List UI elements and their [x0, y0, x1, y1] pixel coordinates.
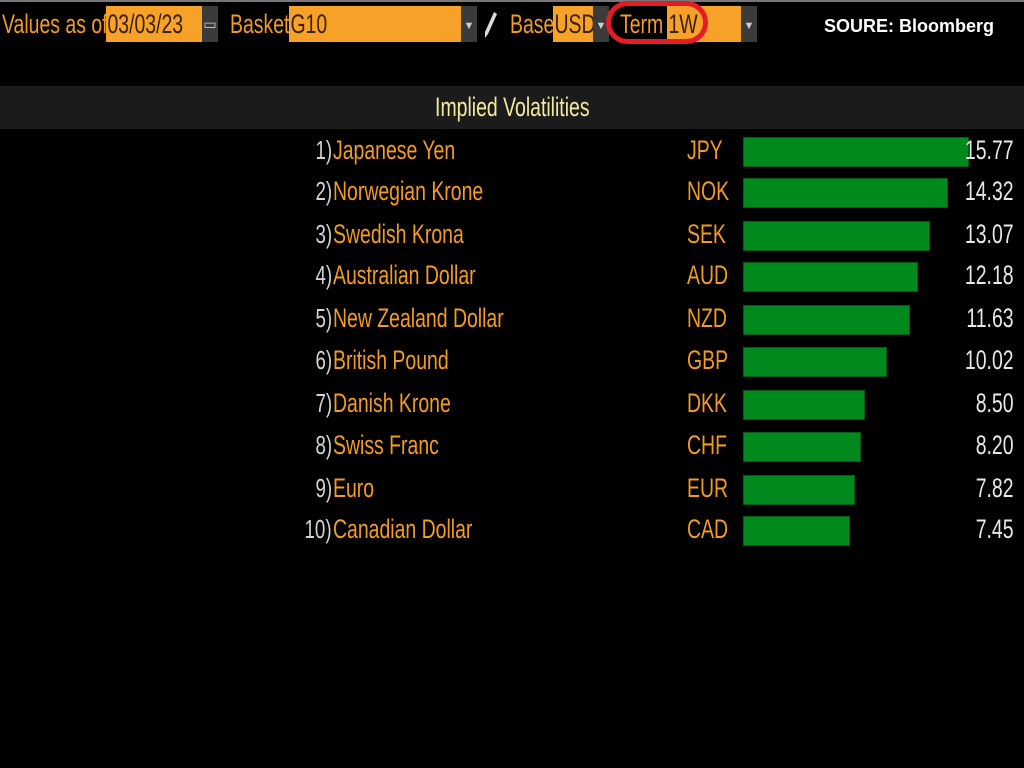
currency-code: NZD	[687, 303, 727, 333]
volatility-bar	[743, 262, 918, 292]
source-label: SOURE: Bloomberg	[824, 16, 995, 36]
volatility-bar	[743, 516, 850, 546]
base-label: Base	[510, 9, 555, 39]
currency-name[interactable]: Norwegian Krone	[333, 176, 484, 206]
date-input[interactable]: 03/03/23	[106, 6, 202, 42]
currency-name[interactable]: New Zealand Dollar	[333, 303, 504, 333]
currency-code: DKK	[687, 388, 727, 418]
volatility-bar	[743, 475, 855, 505]
volatility-value: 15.77	[965, 135, 1014, 165]
volatility-bar	[743, 178, 948, 208]
basket-chevron-down-icon[interactable]: ▼	[461, 6, 477, 42]
term-chevron-down-icon[interactable]: ▼	[741, 6, 757, 42]
rank-label: 8)	[315, 430, 332, 460]
currency-row[interactable]: 8) Swiss Franc CHF 8.20	[0, 426, 1024, 466]
volatility-bar	[743, 221, 930, 251]
currency-code: CAD	[687, 514, 729, 544]
rank-label: 6)	[315, 345, 332, 375]
currency-code: SEK	[687, 219, 726, 249]
currency-row[interactable]: 9) Euro EUR 7.82	[0, 469, 1024, 509]
base-chevron-down-icon[interactable]: ▼	[593, 6, 609, 42]
volatility-bar	[743, 137, 969, 167]
volatility-value: 7.82	[976, 473, 1014, 503]
currency-row[interactable]: 5) New Zealand Dollar NZD 11.63	[0, 299, 1024, 339]
currency-row[interactable]: 10) Canadian Dollar CAD 7.45	[0, 510, 1024, 550]
currency-row[interactable]: 6) British Pound GBP 10.02	[0, 341, 1024, 381]
pencil-icon[interactable]	[482, 10, 498, 40]
rank-label: 5)	[315, 303, 332, 333]
base-select[interactable]: USD	[553, 6, 593, 42]
currency-code: EUR	[687, 473, 729, 503]
currency-name[interactable]: Euro	[333, 473, 375, 503]
currency-row[interactable]: 1) Japanese Yen JPY 15.77	[0, 131, 1024, 171]
basket-select[interactable]: G10	[289, 6, 461, 42]
rank-label: 3)	[315, 219, 332, 249]
currency-code: NOK	[687, 176, 730, 206]
currency-row[interactable]: 7) Danish Krone DKK 8.50	[0, 384, 1024, 424]
currency-name[interactable]: Danish Krone	[333, 388, 451, 418]
volatility-value: 12.18	[965, 260, 1014, 290]
top-border	[0, 0, 1024, 2]
rank-label: 4)	[315, 260, 332, 290]
volatility-value: 10.02	[965, 345, 1014, 375]
volatility-value: 7.45	[976, 514, 1014, 544]
currency-code: JPY	[687, 135, 723, 165]
volatility-bar	[743, 305, 910, 335]
currency-name[interactable]: Canadian Dollar	[333, 514, 473, 544]
rank-label: 1)	[315, 135, 332, 165]
rank-label: 7)	[315, 388, 332, 418]
currency-row[interactable]: 3) Swedish Krona SEK 13.07	[0, 215, 1024, 255]
volatility-bar	[743, 432, 861, 462]
volatility-value: 8.50	[976, 388, 1014, 418]
currency-code: AUD	[687, 260, 729, 290]
volatility-value: 13.07	[965, 219, 1014, 249]
currency-name[interactable]: Swedish Krona	[333, 219, 464, 249]
rank-label: 9)	[315, 473, 332, 503]
rank-label: 2)	[315, 176, 332, 206]
basket-label: Basket	[230, 9, 290, 39]
volatility-value: 11.63	[966, 303, 1014, 333]
volatility-value: 8.20	[976, 430, 1014, 460]
values-as-of-label: Values as of	[2, 9, 108, 39]
calendar-icon[interactable]: ▭	[202, 6, 218, 42]
panel-title: Implied Volatilities	[0, 86, 1024, 129]
volatility-value: 14.32	[965, 176, 1014, 206]
rank-label: 10)	[304, 514, 332, 544]
currency-code: GBP	[687, 345, 729, 375]
volatility-bar	[743, 347, 887, 377]
volatility-bar	[743, 390, 865, 420]
currency-name[interactable]: Japanese Yen	[333, 135, 456, 165]
currency-name[interactable]: British Pound	[333, 345, 449, 375]
currency-name[interactable]: Swiss Franc	[333, 430, 439, 460]
currency-name[interactable]: Australian Dollar	[333, 260, 476, 290]
currency-code: CHF	[687, 430, 727, 460]
term-highlight-circle	[606, 1, 708, 44]
currency-row[interactable]: 4) Australian Dollar AUD 12.18	[0, 256, 1024, 296]
currency-row[interactable]: 2) Norwegian Krone NOK 14.32	[0, 172, 1024, 212]
